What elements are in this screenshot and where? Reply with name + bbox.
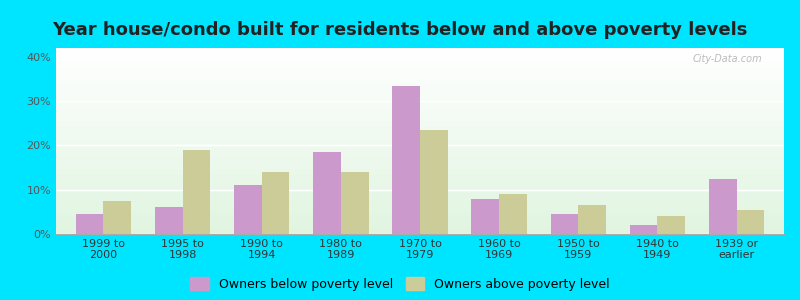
Bar — [737, 210, 764, 234]
Bar — [234, 185, 262, 234]
Bar — [499, 194, 527, 234]
Bar — [313, 152, 341, 234]
Bar — [103, 201, 131, 234]
Text: Year house/condo built for residents below and above poverty levels: Year house/condo built for residents bel… — [52, 21, 748, 39]
Bar — [658, 216, 685, 234]
Bar — [262, 172, 290, 234]
Bar — [262, 172, 290, 234]
Bar — [155, 207, 182, 234]
Bar — [76, 214, 103, 234]
Bar — [709, 178, 737, 234]
Text: City-Data.com: City-Data.com — [693, 54, 762, 64]
Bar — [341, 172, 369, 234]
Bar — [420, 130, 448, 234]
Bar — [182, 150, 210, 234]
Bar — [471, 199, 499, 234]
Bar — [103, 201, 131, 234]
Bar — [392, 85, 420, 234]
Bar — [550, 214, 578, 234]
Bar — [341, 172, 369, 234]
Bar — [76, 214, 103, 234]
Bar — [578, 205, 606, 234]
Bar — [658, 216, 685, 234]
Bar — [630, 225, 658, 234]
Bar — [737, 210, 764, 234]
Bar — [630, 225, 658, 234]
Bar — [550, 214, 578, 234]
Bar — [499, 194, 527, 234]
Bar — [471, 199, 499, 234]
Legend: Owners below poverty level, Owners above poverty level: Owners below poverty level, Owners above… — [190, 277, 610, 291]
Bar — [182, 150, 210, 234]
Bar — [420, 130, 448, 234]
Bar — [578, 205, 606, 234]
Bar — [155, 207, 182, 234]
Bar — [709, 178, 737, 234]
Bar — [392, 85, 420, 234]
Bar — [313, 152, 341, 234]
Bar — [234, 185, 262, 234]
